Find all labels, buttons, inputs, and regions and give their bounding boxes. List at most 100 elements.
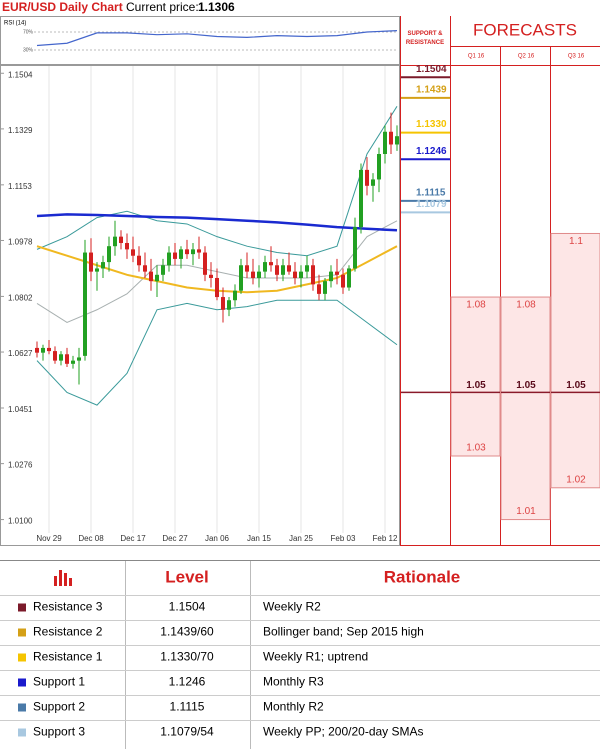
icon-bar bbox=[59, 570, 62, 586]
candle-body bbox=[251, 271, 255, 278]
table-cell: Weekly R2 bbox=[263, 600, 321, 614]
forecast-mid-label: 1.05 bbox=[516, 380, 536, 391]
rsi-tick-label: 30% bbox=[23, 47, 34, 53]
forecast-low: 1.03 bbox=[466, 443, 486, 454]
x-tick-label: Nov 29 bbox=[36, 534, 62, 543]
table-cell: 1.1504 bbox=[169, 600, 206, 614]
candle-body bbox=[197, 249, 201, 253]
forecast-mid-label: 1.05 bbox=[466, 380, 486, 391]
candle-body bbox=[101, 262, 105, 269]
candle-body bbox=[65, 354, 69, 364]
forecast-column: Q2 16 bbox=[518, 54, 535, 60]
candle-body bbox=[293, 271, 297, 278]
y-tick-label: 1.0802 bbox=[8, 294, 33, 303]
candle-body bbox=[383, 131, 387, 155]
forecast-high: 1.08 bbox=[516, 300, 536, 311]
candle-body bbox=[83, 252, 87, 356]
candle-body bbox=[311, 265, 315, 285]
overlay-line bbox=[36, 299, 398, 406]
rsi-tick-label: 70% bbox=[23, 29, 34, 35]
icon-bar bbox=[64, 573, 67, 586]
y-tick-label: 1.0100 bbox=[8, 517, 33, 526]
table-cell: 1.1079/54 bbox=[160, 725, 214, 739]
candle-body bbox=[281, 265, 285, 275]
candle-body bbox=[119, 236, 123, 244]
table-cell: 1.1439/60 bbox=[160, 625, 214, 639]
candle-body bbox=[161, 265, 165, 275]
candle-body bbox=[341, 274, 345, 288]
forecast-column: Q3 16 bbox=[568, 54, 585, 60]
x-tick-label: Dec 08 bbox=[78, 534, 104, 543]
forecast-range bbox=[550, 232, 600, 489]
candle-body bbox=[113, 236, 117, 247]
level-label: 1.1115 bbox=[416, 188, 446, 199]
x-tick-label: Jan 06 bbox=[205, 534, 230, 543]
forecast-range bbox=[450, 296, 501, 457]
x-tick-label: Feb 03 bbox=[331, 534, 356, 543]
level-label: 1.1330 bbox=[416, 119, 447, 130]
table-cell: 1.1330/70 bbox=[160, 650, 214, 664]
candle-body bbox=[263, 262, 267, 272]
forecast-mid-label: 1.05 bbox=[566, 380, 586, 391]
candle-body bbox=[131, 249, 135, 256]
candle-body bbox=[359, 169, 363, 228]
table-cell: Weekly PP; 200/20-day SMAs bbox=[263, 725, 424, 739]
candle-body bbox=[53, 351, 57, 361]
level-label: 1.1504 bbox=[416, 64, 447, 75]
forecast-column: Q1 16 bbox=[468, 54, 485, 60]
candle-body bbox=[89, 252, 93, 272]
price-value: 1.1306 bbox=[198, 0, 235, 14]
candle-body bbox=[215, 277, 219, 298]
rsi-frame bbox=[0, 16, 400, 65]
forecast-low: 1.01 bbox=[516, 506, 536, 517]
candle-body bbox=[35, 347, 39, 353]
candle-body bbox=[59, 354, 63, 361]
candle-body bbox=[347, 268, 351, 288]
table-cell: Bollinger band; Sep 2015 high bbox=[263, 625, 424, 639]
level-swatch bbox=[18, 728, 26, 737]
y-tick-label: 1.0978 bbox=[8, 238, 33, 247]
candle-body bbox=[305, 265, 309, 272]
y-tick-label: 1.0627 bbox=[8, 349, 33, 358]
table-header: Level bbox=[165, 567, 208, 586]
price-label: Current price: bbox=[126, 0, 199, 14]
candle-body bbox=[287, 265, 291, 272]
candle-body bbox=[179, 249, 183, 259]
rsi-line bbox=[36, 30, 398, 47]
x-tick-label: Dec 17 bbox=[120, 534, 146, 543]
table-cell: Support 1 bbox=[33, 675, 85, 689]
table-cell: Resistance 3 bbox=[33, 600, 103, 614]
x-tick-label: Feb 12 bbox=[373, 534, 398, 543]
level-swatch bbox=[18, 653, 26, 662]
candle-body bbox=[371, 179, 375, 186]
candle-body bbox=[209, 274, 213, 278]
candle-body bbox=[365, 169, 369, 186]
chart-frame bbox=[0, 65, 400, 546]
table-icon bbox=[54, 570, 72, 586]
forecast-high: 1.08 bbox=[466, 300, 486, 311]
sr-title: SUPPORT & RESISTANCE bbox=[405, 31, 445, 46]
candle-body bbox=[167, 252, 171, 266]
y-tick-label: 1.1504 bbox=[8, 70, 33, 79]
candle-body bbox=[137, 255, 141, 266]
level-label: 1.1246 bbox=[416, 146, 447, 157]
table-cell: Support 2 bbox=[33, 700, 85, 714]
candle-body bbox=[257, 271, 261, 278]
forecasts-title: FORECASTS bbox=[473, 20, 577, 39]
forecast-range bbox=[500, 296, 551, 521]
candle-body bbox=[47, 347, 51, 352]
candle-body bbox=[233, 290, 237, 301]
candle-body bbox=[203, 252, 207, 275]
candle-body bbox=[353, 227, 357, 269]
candle-body bbox=[107, 246, 111, 263]
candle-body bbox=[317, 284, 321, 294]
candle-body bbox=[395, 136, 399, 145]
candle-body bbox=[95, 268, 99, 272]
forecast-low: 1.02 bbox=[566, 474, 586, 485]
candle-body bbox=[41, 347, 45, 353]
candle-body bbox=[269, 262, 273, 266]
level-swatch bbox=[18, 628, 26, 637]
candle-body bbox=[185, 249, 189, 255]
y-tick-label: 1.1153 bbox=[8, 182, 32, 191]
